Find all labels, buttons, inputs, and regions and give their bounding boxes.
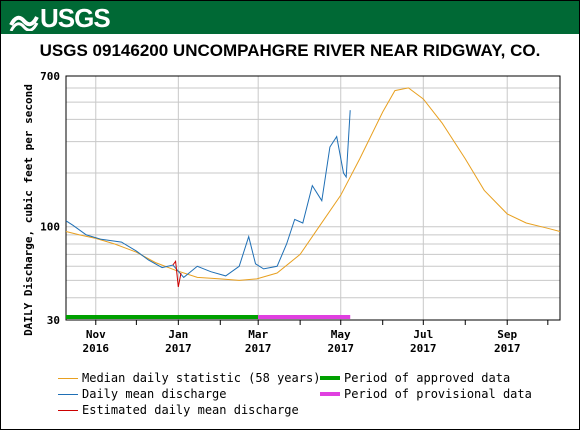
x-tick-label-month: May [331,328,351,341]
estimated-swatch [58,409,78,411]
usgs-logo-text: USGS [40,2,111,33]
legend-label-provisional: Period of provisional data [344,387,532,401]
legend-item-approved: Period of approved data [320,371,510,385]
legend-label-mean: Daily mean discharge [82,387,227,401]
approved-period-bar [66,315,259,319]
x-tick-label-year: 2017 [327,342,354,355]
provisional-period-bar [258,315,351,319]
approved-swatch [320,376,340,380]
x-tick-label-year: 2017 [494,342,521,355]
legend-label-approved: Period of approved data [344,371,511,385]
legend-label-estimated: Estimated daily mean discharge [82,403,299,417]
daily-mean-line [65,110,351,279]
x-tick-label-year: 2017 [165,342,192,355]
median-swatch [58,377,78,379]
y-tick-label: 100 [40,221,60,234]
median-line [65,87,561,281]
y-axis-title: DAILY Discharge, cubic feet per second [22,84,35,336]
x-tick-label-month: Nov [86,328,106,341]
y-tick-label: 700 [40,70,60,83]
x-tick-label-month: Mar [248,328,268,341]
legend-item-median: Median daily statistic (58 years) [58,371,320,385]
x-tick-label-year: 2017 [245,342,272,355]
legend-item-estimated: Estimated daily mean discharge [58,403,299,417]
x-tick-label-year: 2017 [410,342,437,355]
x-tick-label-month: Jan [168,328,188,341]
x-tick-label-month: Jul [413,328,433,341]
provisional-swatch [320,392,340,396]
plot-border [65,75,561,321]
mean-swatch [58,393,78,395]
x-tick-label-month: Sep [497,328,517,341]
y-tick-label: 30 [47,314,60,327]
chart-title: USGS 09146200 UNCOMPAHGRE RIVER NEAR RID… [39,41,541,60]
legend-label-median: Median daily statistic (58 years) [82,371,321,385]
estimated-line [172,259,182,287]
x-tick-label-year: 2016 [83,342,110,355]
usgs-wave-icon [9,15,39,31]
header-banner: USGS [1,1,579,34]
legend-item-mean: Daily mean discharge [58,387,227,401]
usgs-logo[interactable]: USGS [9,2,111,33]
legend-item-provisional: Period of provisional data [320,387,532,401]
